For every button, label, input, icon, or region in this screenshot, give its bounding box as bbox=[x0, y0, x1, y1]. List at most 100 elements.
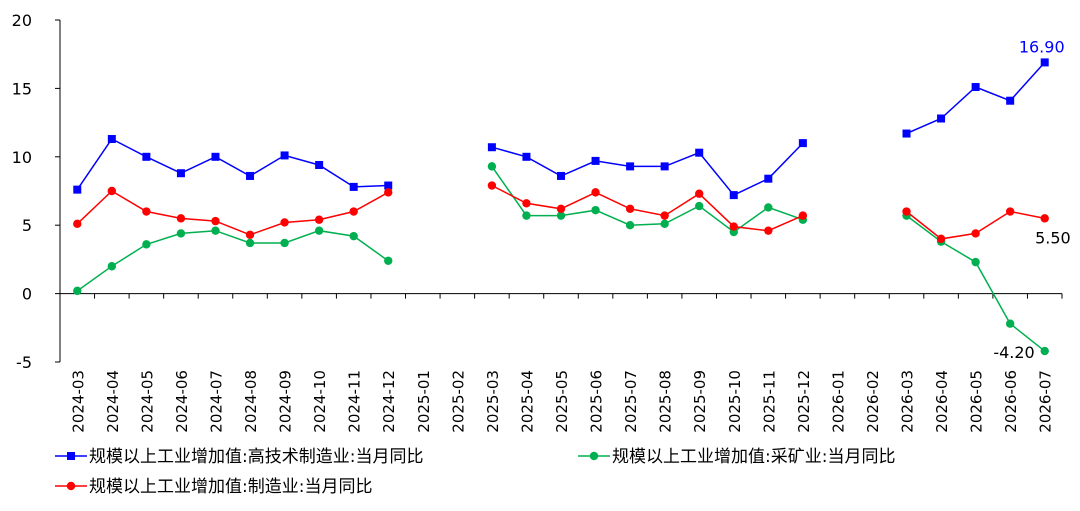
series-point-1 bbox=[660, 219, 669, 229]
series-point-1 bbox=[764, 203, 773, 212]
series-point-0 bbox=[73, 185, 82, 194]
x-tick-label: 2024-04 bbox=[104, 370, 122, 433]
series-point-0 bbox=[384, 181, 393, 190]
series-point-2 bbox=[729, 222, 738, 231]
y-tick-label: 10 bbox=[12, 148, 32, 167]
series-point-0 bbox=[902, 129, 911, 138]
x-tick-label: 2025-06 bbox=[588, 370, 606, 433]
series-point-1 bbox=[695, 201, 704, 211]
x-tick-label: 2025-09 bbox=[691, 370, 709, 433]
series-point-1 bbox=[211, 226, 220, 235]
series-point-2 bbox=[107, 186, 117, 196]
x-tick-label: 2026-03 bbox=[899, 370, 917, 433]
x-tick-label: 2024-05 bbox=[138, 370, 156, 433]
series-point-2 bbox=[73, 219, 82, 229]
series-point-1 bbox=[349, 231, 358, 241]
series-point-2 bbox=[625, 204, 635, 213]
series-line-1 bbox=[491, 165, 804, 233]
series-point-0 bbox=[349, 182, 358, 191]
legend-marker bbox=[66, 481, 76, 491]
x-tick-label: 2025-01 bbox=[415, 370, 433, 433]
series-point-2 bbox=[591, 188, 600, 197]
series-point-0 bbox=[971, 83, 980, 92]
series-point-0 bbox=[176, 169, 185, 178]
x-tick-label: 2024-06 bbox=[173, 370, 191, 433]
x-tick-label: 2024-11 bbox=[346, 370, 364, 433]
series-point-2 bbox=[556, 204, 566, 213]
series-point-2 bbox=[660, 211, 669, 220]
y-tick-label: 5 bbox=[22, 216, 32, 235]
series-point-0 bbox=[798, 139, 807, 148]
series-point-2 bbox=[176, 214, 186, 223]
series-point-0 bbox=[660, 162, 669, 171]
legend-label: 规模以上工业增加值:制造业:当月同比 bbox=[89, 477, 372, 497]
series-point-1 bbox=[1040, 346, 1049, 356]
legend-label: 规模以上工业增加值:采矿业:当月同比 bbox=[612, 447, 895, 467]
series-line-1 bbox=[76, 229, 389, 292]
series-point-0 bbox=[557, 171, 565, 180]
series-point-1 bbox=[556, 211, 566, 220]
series-point-0 bbox=[1040, 58, 1049, 67]
series-point-0 bbox=[626, 162, 635, 171]
series-point-1 bbox=[73, 286, 82, 296]
series-point-0 bbox=[107, 135, 116, 144]
series-point-0 bbox=[142, 152, 151, 161]
series-point-2 bbox=[1040, 214, 1049, 223]
series-point-2 bbox=[245, 230, 255, 239]
legend-marker bbox=[67, 452, 75, 460]
series-point-1 bbox=[522, 211, 531, 220]
series-point-2 bbox=[349, 207, 358, 216]
series-point-2 bbox=[142, 207, 151, 216]
x-tick-label: 2025-03 bbox=[484, 370, 502, 433]
x-tick-label: 2025-10 bbox=[726, 370, 744, 433]
x-tick-label: 2025-02 bbox=[449, 370, 467, 433]
x-tick-label: 2026-04 bbox=[933, 370, 951, 433]
series-line-0 bbox=[491, 142, 804, 197]
series-point-1 bbox=[971, 257, 980, 267]
series-point-0 bbox=[522, 152, 531, 161]
x-tick-label: 2025-12 bbox=[795, 370, 813, 433]
series-point-1 bbox=[625, 221, 635, 230]
series-point-0 bbox=[315, 161, 324, 170]
series-point-2 bbox=[764, 226, 773, 235]
series-line-0 bbox=[76, 138, 389, 191]
series-point-2 bbox=[384, 188, 393, 197]
series-line-0 bbox=[906, 61, 1046, 135]
series-point-0 bbox=[764, 174, 773, 183]
series-point-0 bbox=[937, 114, 946, 123]
series-point-1 bbox=[107, 262, 117, 271]
series-point-2 bbox=[971, 229, 980, 238]
series-point-2 bbox=[695, 189, 704, 198]
series-point-0 bbox=[591, 156, 600, 165]
series-point-0 bbox=[211, 152, 220, 161]
series-point-0 bbox=[487, 143, 496, 152]
x-tick-label: 2026-02 bbox=[864, 370, 882, 433]
legend-marker bbox=[589, 451, 599, 461]
series-point-1 bbox=[487, 162, 497, 171]
data-label: 5.50 bbox=[1035, 228, 1071, 247]
series-point-1 bbox=[245, 238, 255, 248]
series-point-0 bbox=[246, 171, 255, 180]
x-tick-label: 2025-05 bbox=[553, 370, 571, 433]
x-tick-label: 2026-01 bbox=[829, 370, 847, 433]
y-tick-label: 15 bbox=[12, 79, 32, 98]
x-tick-label: 2025-04 bbox=[518, 370, 536, 433]
legend-label: 规模以上工业增加值:高技术制造业:当月同比 bbox=[89, 447, 423, 467]
series-point-2 bbox=[522, 199, 531, 208]
x-tick-label: 2024-07 bbox=[207, 370, 225, 433]
series-point-2 bbox=[1005, 207, 1015, 216]
x-tick-label: 2024-03 bbox=[69, 370, 87, 433]
series-point-0 bbox=[695, 148, 704, 157]
x-tick-label: 2025-11 bbox=[760, 370, 778, 433]
x-tick-label: 2026-05 bbox=[968, 370, 986, 433]
series-point-0 bbox=[729, 191, 738, 200]
series-point-2 bbox=[936, 234, 946, 244]
series-point-1 bbox=[591, 205, 600, 215]
series-point-2 bbox=[902, 207, 911, 216]
x-tick-label: 2026-06 bbox=[1002, 370, 1020, 433]
data-label: -4.20 bbox=[993, 343, 1034, 362]
x-tick-label: 2024-12 bbox=[380, 370, 398, 433]
x-tick-label: 2024-09 bbox=[277, 370, 295, 433]
